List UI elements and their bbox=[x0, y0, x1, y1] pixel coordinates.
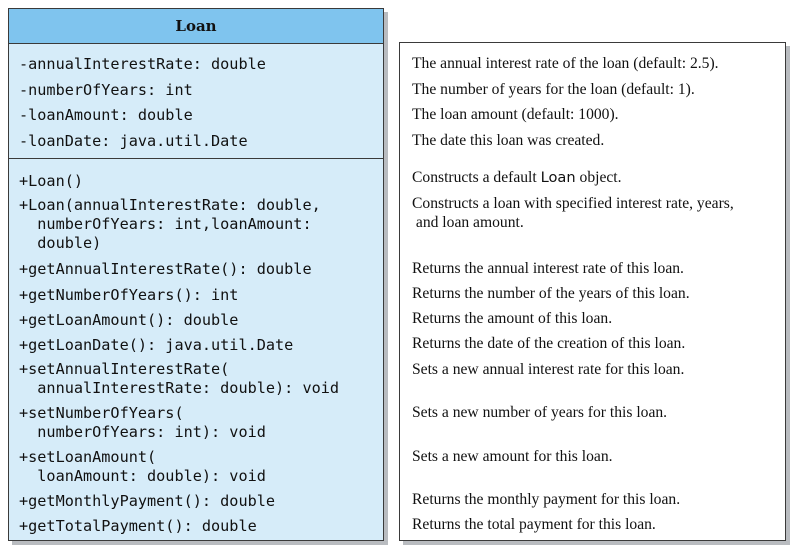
description-set-loan-amount: Sets a new amount for this loan. bbox=[412, 448, 613, 465]
method-set-loan-amount-line-2: loanAmount: double): void bbox=[19, 467, 266, 485]
uml-class-box: Loan -annualInterestRate: double -number… bbox=[8, 8, 384, 541]
description-loan-date: The date this loan was created. bbox=[412, 132, 605, 149]
description-default-constructor-before: Constructs a default bbox=[412, 169, 541, 186]
method-get-loan-date: +getLoanDate(): java.util.Date bbox=[19, 336, 294, 354]
description-get-loan-amount: Returns the amount of this loan. bbox=[412, 310, 613, 327]
description-get-annual-interest-rate: Returns the annual interest rate of this… bbox=[412, 260, 684, 277]
class-name: Loan bbox=[9, 9, 383, 44]
method-set-annual-interest-rate-line-2: annualInterestRate: double): void bbox=[19, 379, 340, 397]
description-set-number-of-years: Sets a new number of years for this loan… bbox=[412, 404, 668, 421]
method-get-monthly-payment: +getMonthlyPayment(): double bbox=[19, 492, 276, 510]
description-default-constructor: Constructs a default Loan object. bbox=[412, 168, 622, 187]
method-set-annual-interest-rate-line-1: +setAnnualInterestRate( bbox=[19, 360, 230, 378]
description-get-number-of-years: Returns the number of the years of this … bbox=[412, 285, 690, 302]
method-get-total-payment: +getTotalPayment(): double bbox=[19, 517, 257, 535]
description-annual-interest-rate: The annual interest rate of the loan (de… bbox=[412, 55, 719, 72]
method-get-loan-amount: +getLoanAmount(): double bbox=[19, 311, 239, 329]
attribute-loan-date: -loanDate: java.util.Date bbox=[19, 132, 248, 150]
description-number-of-years: The number of years for the loan (defaul… bbox=[412, 81, 695, 98]
method-loan-constructor-line-1: +Loan(annualInterestRate: double, bbox=[19, 196, 321, 214]
method-set-loan-amount-line-1: +setLoanAmount( bbox=[19, 448, 157, 466]
description-loan-constructor-line-2: and loan amount. bbox=[412, 214, 524, 231]
method-loan-default-constructor: +Loan() bbox=[19, 172, 84, 190]
method-loan-constructor-line-3: double) bbox=[19, 234, 102, 252]
method-get-number-of-years: +getNumberOfYears(): int bbox=[19, 286, 239, 304]
attribute-number-of-years: -numberOfYears: int bbox=[19, 81, 193, 99]
description-loan-constructor-line-1: Constructs a loan with specified interes… bbox=[412, 195, 734, 212]
description-get-monthly-payment: Returns the monthly payment for this loa… bbox=[412, 491, 681, 508]
description-default-constructor-after: object. bbox=[575, 169, 622, 186]
description-loan-amount: The loan amount (default: 1000). bbox=[412, 106, 619, 123]
method-set-number-of-years-line-2: numberOfYears: int): void bbox=[19, 423, 266, 441]
description-box: The annual interest rate of the loan (de… bbox=[399, 42, 786, 541]
method-set-number-of-years-line-1: +setNumberOfYears( bbox=[19, 404, 184, 422]
description-set-annual-interest-rate: Sets a new annual interest rate for this… bbox=[412, 361, 685, 378]
description-get-total-payment: Returns the total payment for this loan. bbox=[412, 516, 656, 533]
attribute-annual-interest-rate: -annualInterestRate: double bbox=[19, 55, 266, 73]
description-default-constructor-code: Loan bbox=[540, 169, 576, 186]
method-loan-constructor-line-2: numberOfYears: int,loanAmount: bbox=[19, 215, 312, 233]
attributes-methods-divider bbox=[9, 158, 383, 159]
description-get-loan-date: Returns the date of the creation of this… bbox=[412, 335, 686, 352]
attribute-loan-amount: -loanAmount: double bbox=[19, 106, 193, 124]
method-get-annual-interest-rate: +getAnnualInterestRate(): double bbox=[19, 260, 312, 278]
